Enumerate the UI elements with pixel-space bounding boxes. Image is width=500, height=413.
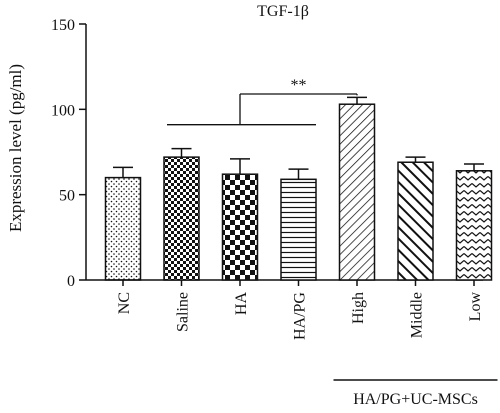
error-bars — [113, 96, 484, 180]
bar-ha — [221, 173, 259, 281]
x-tick-label: Middle — [409, 292, 426, 338]
significance-bracket: ** — [167, 77, 358, 126]
x-tick-labels: NC Saline HA HA/PG High Middle Low — [116, 280, 484, 340]
y-tick-label: 100 — [51, 102, 75, 119]
y-tick-label: 50 — [59, 188, 75, 205]
bar-ha-pg — [280, 178, 317, 281]
bar-middle — [397, 161, 434, 281]
bar-saline — [163, 156, 200, 281]
bar-nc — [104, 176, 142, 281]
x-tick-label: HA — [233, 292, 250, 316]
bar-low — [455, 170, 493, 281]
bars — [104, 103, 493, 281]
y-axis-label: Expression level (pg/ml) — [6, 64, 25, 232]
x-tick-label: HA/PG — [292, 292, 309, 340]
y-ticks: 0 50 100 150 — [51, 17, 86, 290]
y-tick-label: 150 — [51, 17, 75, 34]
x-tick-label: Low — [467, 292, 484, 322]
group-label: HA/PG+UC-MSCs — [353, 391, 478, 408]
chart-title: TGF-1β — [257, 3, 309, 20]
significance-label: ** — [291, 77, 307, 94]
x-tick-label: Saline — [175, 292, 192, 332]
bar-high — [338, 103, 376, 281]
x-tick-label: High — [350, 292, 367, 324]
group-annotation: HA/PG+UC-MSCs — [333, 379, 498, 408]
x-tick-label: NC — [116, 292, 133, 314]
y-tick-label: 0 — [67, 273, 75, 290]
